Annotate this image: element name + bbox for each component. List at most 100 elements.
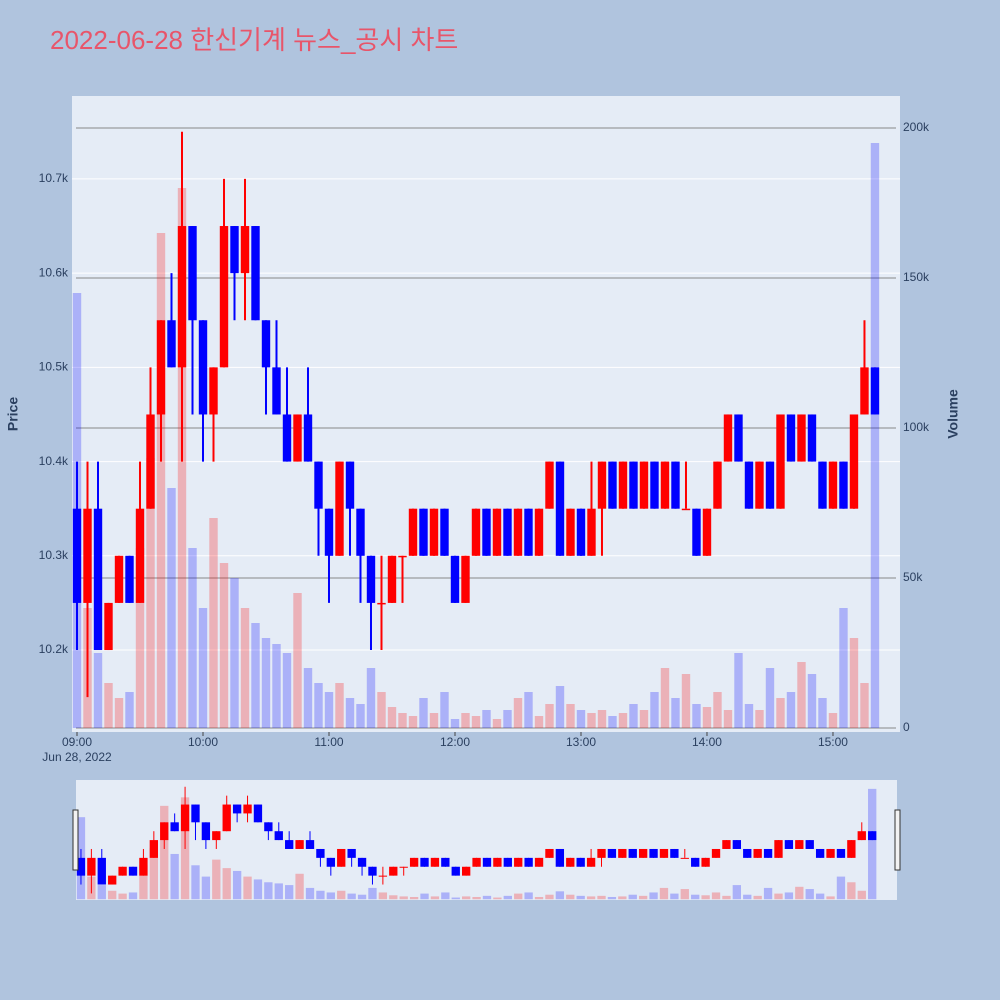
mini-candle-body <box>399 866 408 868</box>
y-tick-label: 10.7k <box>39 171 69 185</box>
volume-bar <box>335 683 344 729</box>
candle-body <box>618 461 628 509</box>
volume-bar <box>807 674 817 729</box>
mini-volume-bar <box>701 895 710 900</box>
mini-candle-body <box>97 857 106 885</box>
candle-body <box>713 461 722 509</box>
range-handle-left[interactable] <box>72 809 79 871</box>
candle-body <box>240 226 250 274</box>
mini-candle-body <box>524 857 533 867</box>
candle-body <box>461 555 470 603</box>
candle-body <box>660 461 670 509</box>
mini-candle-body <box>243 804 252 814</box>
candle-body <box>282 414 292 462</box>
volume-bar <box>629 704 638 729</box>
volume-bar <box>660 668 670 729</box>
mini-volume-bar <box>795 886 804 900</box>
candle-body <box>93 508 103 651</box>
mini-candle-body <box>638 848 648 858</box>
mini-volume-bar <box>232 870 242 900</box>
mini-volume-bar <box>566 894 575 900</box>
mini-candle-body <box>253 804 263 823</box>
mini-volume-bar <box>191 865 200 900</box>
mini-volume-bar <box>420 893 429 900</box>
mini-volume-bar <box>618 896 627 900</box>
volume-bar <box>702 707 712 729</box>
mini-volume-bar <box>149 848 159 900</box>
mini-volume-bar <box>691 894 700 900</box>
mini-candle-body <box>628 848 637 858</box>
volume-bar <box>114 698 124 729</box>
volume-bar <box>671 698 680 729</box>
volume-bar <box>839 608 848 729</box>
candle-body <box>797 414 806 462</box>
volume-bar <box>387 707 397 729</box>
mini-volume-bar <box>160 805 169 900</box>
mini-candle-body <box>451 866 460 876</box>
candle-body <box>167 320 176 368</box>
x-tick-label: 13:00 <box>566 735 596 749</box>
mini-candle-body <box>576 857 585 867</box>
candle-body <box>524 508 533 556</box>
volume-bar <box>734 653 743 729</box>
volume-bar <box>482 710 491 729</box>
mini-volume-bar <box>784 892 794 900</box>
volume-bar <box>429 713 439 729</box>
mini-candle-body <box>545 848 554 858</box>
mini-candle-body <box>482 857 492 867</box>
volume-bar <box>198 608 208 729</box>
mini-candle-body <box>347 848 356 858</box>
mini-candle-body <box>795 840 804 849</box>
mini-candle-body <box>805 840 814 849</box>
mini-candle-body <box>586 857 596 867</box>
mini-volume-bar <box>711 892 721 900</box>
mini-volume-bar <box>607 896 617 900</box>
mini-candle-body <box>232 804 242 814</box>
mini-volume-bar <box>868 788 877 900</box>
mini-volume-bar <box>659 887 669 900</box>
range-handle-right[interactable] <box>894 809 901 871</box>
volume-bar <box>597 710 607 729</box>
mini-candle-body <box>87 857 96 876</box>
volume-bar <box>713 692 722 729</box>
mini-volume-bar <box>576 895 585 900</box>
candle-body <box>345 461 355 509</box>
volume-bar <box>272 644 281 729</box>
mini-candle-body <box>128 866 138 876</box>
volume-bar <box>293 593 302 729</box>
mini-volume-bar <box>597 895 606 900</box>
mini-candle-body <box>201 822 211 841</box>
volume-bar <box>765 668 775 729</box>
volume-bar <box>492 719 502 729</box>
mini-candle-body <box>503 857 512 867</box>
mini-candle-body <box>555 848 565 867</box>
candle-body <box>786 414 796 462</box>
volume-bar <box>303 668 313 729</box>
mini-volume-bar <box>826 896 835 900</box>
mini-volume-bar <box>274 883 283 900</box>
mini-volume-bar <box>763 887 773 900</box>
mini-volume-bar <box>472 896 481 900</box>
mini-candle-body <box>597 848 606 858</box>
mini-candle-body <box>212 831 221 841</box>
y2-tick-label: 100k <box>903 420 930 434</box>
mini-candle-body <box>357 857 367 867</box>
candle-body <box>587 508 596 556</box>
candle-body <box>776 414 785 509</box>
mini-volume-bar <box>451 897 460 900</box>
mini-candle-body <box>180 804 190 832</box>
mini-volume-bar <box>170 853 179 900</box>
volume-bar <box>135 548 145 729</box>
y-tick-label: 10.5k <box>39 360 69 374</box>
candle-body <box>555 461 565 556</box>
volume-bar <box>587 713 596 729</box>
volume-bar <box>534 716 544 729</box>
mini-candle-body <box>659 848 669 858</box>
mini-volume-bar <box>285 885 294 900</box>
candle-body <box>429 508 439 556</box>
volume-bar <box>356 704 365 729</box>
candle-body <box>198 320 208 415</box>
candle-body <box>566 508 575 556</box>
mini-volume-bar <box>222 868 231 900</box>
candle-body <box>681 508 691 511</box>
